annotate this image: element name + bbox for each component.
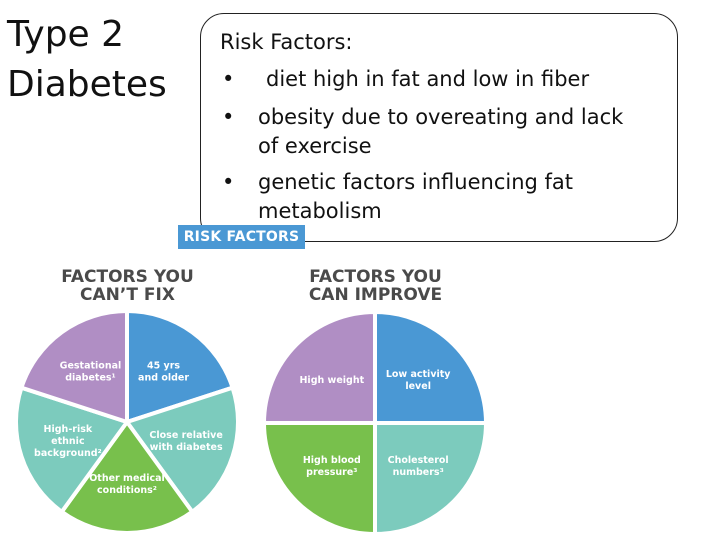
right-pie-heading: FACTORS YOU CAN IMPROVE — [288, 268, 463, 304]
pie-2-slice-3-label: High blood pressure³ — [303, 455, 361, 478]
slice-label-line: Gestational — [60, 361, 122, 372]
bullet-text: genetic factors influencing fat metaboli… — [258, 170, 574, 223]
risk-factors-banner: RISK FACTORS — [178, 225, 305, 249]
right-heading-line-2: CAN IMPROVE — [308, 285, 443, 305]
pie-2-slice-1 — [373, 310, 488, 425]
bullet-text: obesity due to overeating and lack of ex… — [258, 105, 624, 158]
pie-1-slice-2-label: Close relative with diabetes — [149, 430, 223, 453]
pie-1-slice-3-label: Other medical conditions² — [89, 473, 165, 496]
pie-1-slice-2 — [125, 385, 240, 514]
slice-label-line: Close relative — [149, 430, 222, 441]
pie-1-slice-1-label: 45 yrs and older — [138, 361, 189, 384]
slice-label-line: pressure³ — [306, 467, 357, 478]
left-pie-heading: FACTORS YOU CAN’T FIX — [40, 268, 215, 304]
pie-2-slice-1-label: Low activity level — [386, 369, 451, 392]
pie-1-slice-4-label: High-risk ethnic background² — [34, 424, 102, 459]
left-heading-line-2: CAN’T FIX — [80, 285, 175, 305]
pie-2-slice-2 — [373, 421, 488, 536]
slice-label-line: High-risk — [44, 424, 93, 435]
slice-label-line: background² — [34, 448, 102, 459]
slice-label-line: numbers³ — [393, 467, 444, 478]
right-heading-line-1: FACTORS YOU — [309, 267, 442, 287]
pie-1-slice-3 — [59, 420, 195, 535]
title-line-1: Type 2 — [7, 14, 125, 55]
pie-2-slice-4-label: High weight — [299, 375, 364, 386]
slice-label-line: Other medical — [89, 473, 165, 484]
bullet-marker: • — [222, 67, 235, 91]
pie-2-slice-2-label: Cholesterol numbers³ — [388, 455, 449, 478]
slice-label-line: Cholesterol — [388, 455, 449, 466]
slice-label-line: diabetes¹ — [65, 373, 116, 384]
slice-label-line: and older — [138, 373, 189, 384]
pie-2-slice-4 — [262, 310, 377, 425]
title-line-2: Diabetes — [7, 64, 167, 105]
left-heading-line-1: FACTORS YOU — [61, 267, 194, 287]
pie-1-slice-5-label: Gestational diabetes¹ — [60, 361, 122, 384]
slice-label-line: ethnic — [51, 436, 84, 447]
slice-label-line: with diabetes — [150, 442, 223, 453]
bullet-text: diet high in fat and low in fiber — [266, 67, 590, 91]
bullet-marker: • — [222, 170, 235, 194]
slice-label-line: High weight — [299, 375, 364, 386]
slice-label-line: High blood — [303, 455, 361, 466]
slice-label-line: Low activity — [386, 369, 451, 380]
risk-factors-heading: Risk Factors: — [220, 30, 353, 54]
slice-label-line: 45 yrs — [147, 361, 180, 372]
pie-1-slice-4 — [14, 385, 129, 514]
slide-title: Type 2 Diabetes — [7, 10, 167, 110]
risk-factors-box — [200, 13, 678, 242]
slice-label-line: conditions² — [97, 485, 157, 496]
bullet-marker: • — [222, 105, 235, 129]
slice-label-line: level — [405, 381, 431, 392]
pie-1-slice-5 — [19, 309, 129, 424]
pie-2-slice-3 — [262, 421, 377, 536]
